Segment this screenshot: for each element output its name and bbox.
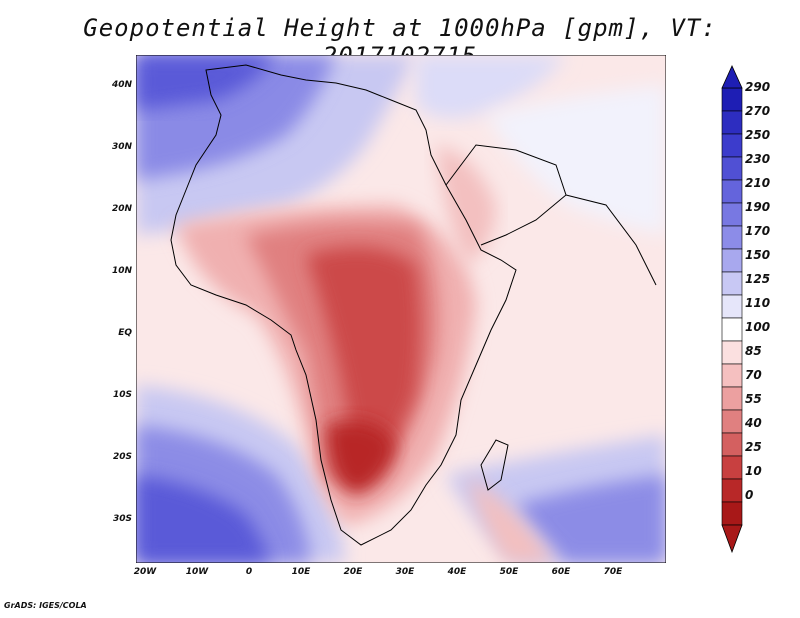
colorbar-label: 25	[745, 440, 762, 454]
lat-label-20n: 20N	[111, 204, 132, 214]
colorbar-segment	[721, 294, 743, 319]
colorbar-segment	[721, 386, 743, 411]
coastlines	[170, 64, 657, 546]
lon-label-70e: 70E	[603, 567, 623, 577]
colorbar-label: 190	[745, 200, 771, 214]
colorbar-label: 10	[745, 464, 762, 478]
lat-label-30s: 30S	[112, 514, 132, 524]
colorbar-label: 250	[745, 128, 771, 142]
lat-label-10n: 10N	[111, 266, 132, 276]
colorbar-segment	[721, 478, 743, 503]
colorbar-label: 110	[745, 296, 771, 310]
colorbar-label: 290	[745, 80, 771, 94]
lat-label-40n: 40N	[111, 80, 132, 90]
colorbar-label: 40	[745, 416, 762, 430]
colorbar-label: 230	[745, 152, 771, 166]
colorbar-label: 0	[745, 488, 754, 502]
colorbar-label: 270	[745, 104, 771, 118]
colorbar-segment	[721, 202, 743, 227]
colorbar-segment	[721, 271, 743, 296]
colorbar-label: 55	[745, 392, 762, 406]
colorbar-top-arrow	[721, 65, 743, 89]
colorbar-segment	[721, 340, 743, 365]
colorbar-segment	[721, 409, 743, 434]
colorbar-segment	[721, 317, 743, 342]
colorbar-segment	[721, 248, 743, 273]
colorbar-segment	[721, 133, 743, 158]
height-field	[136, 55, 666, 563]
lon-label-30e: 30E	[395, 567, 415, 577]
lat-label-eq: EQ	[118, 328, 132, 338]
lat-label-20s: 20S	[112, 452, 132, 462]
colorbar-segment	[721, 363, 743, 388]
geopotential-height-map	[136, 55, 666, 563]
colorbar-label: 170	[745, 224, 771, 238]
lon-label-20w: 20W	[133, 567, 157, 577]
lon-label-40e: 40E	[447, 567, 467, 577]
colorbar-label: 150	[745, 248, 771, 262]
colorbar-segment	[721, 501, 743, 526]
lat-label-10s: 10S	[112, 390, 132, 400]
colorbar-segment	[721, 87, 743, 112]
colorbar-label: 85	[745, 344, 762, 358]
lon-label-60e: 60E	[551, 567, 571, 577]
credit-text: GrADS: IGES/COLA	[4, 601, 87, 610]
lon-label-10w: 10W	[185, 567, 209, 577]
colorbar-segment	[721, 110, 743, 135]
lon-label-20e: 20E	[343, 567, 363, 577]
colorbar-segment	[721, 156, 743, 181]
colorbar-segment	[721, 179, 743, 204]
colorbar-segment	[721, 225, 743, 250]
lon-label-50e: 50E	[499, 567, 519, 577]
lon-label-0: 0	[245, 567, 253, 577]
lon-label-10e: 10E	[291, 567, 311, 577]
colorbar-segment	[721, 432, 743, 457]
colorbar-bottom-arrow	[721, 524, 743, 554]
colorbar-label: 70	[745, 368, 762, 382]
colorbar-label: 210	[745, 176, 771, 190]
colorbar-segment	[721, 455, 743, 480]
colorbar	[721, 65, 743, 554]
colorbar-label: 100	[745, 320, 771, 334]
lat-label-30n: 30N	[111, 142, 132, 152]
colorbar-label: 125	[745, 272, 771, 286]
